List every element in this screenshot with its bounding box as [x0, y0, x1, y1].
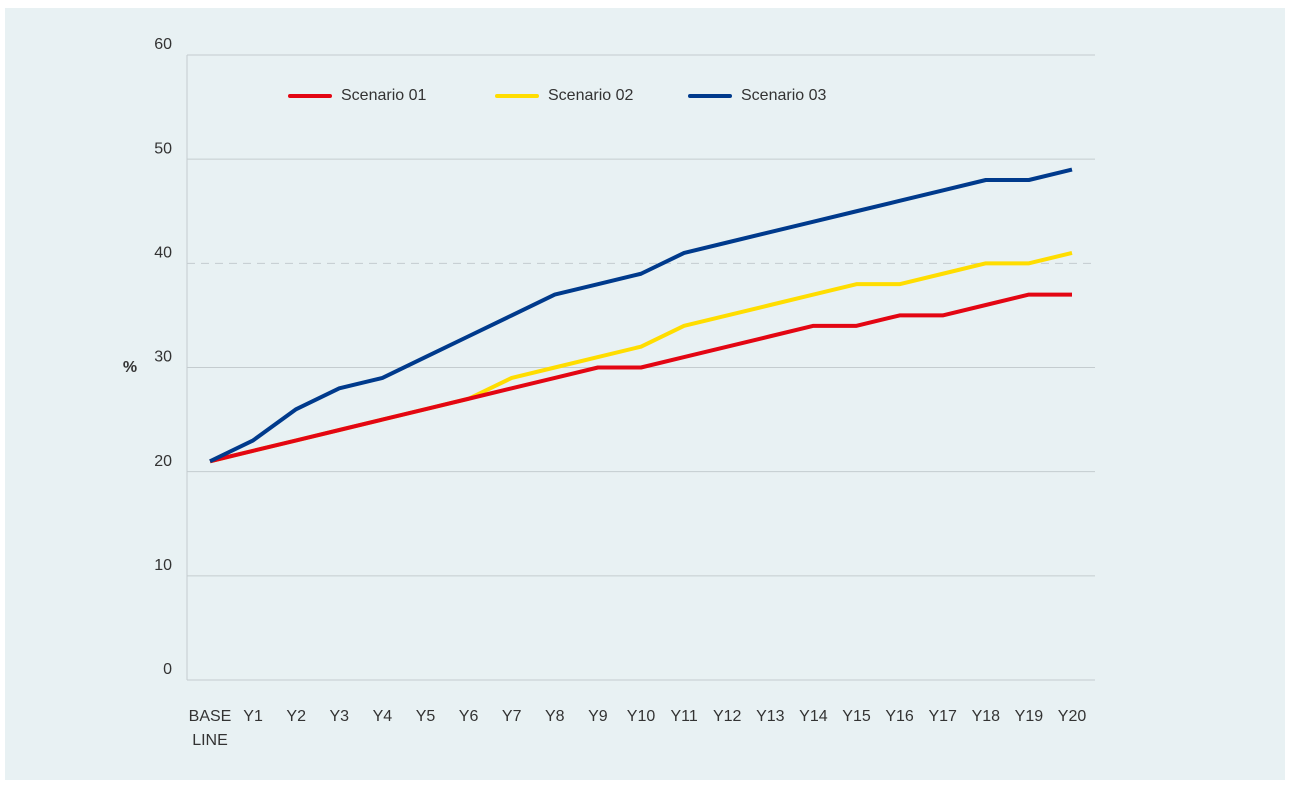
x-tick-label: Y4 — [372, 708, 393, 725]
y-tick-label: 30 — [154, 349, 172, 366]
y-tick-label: 50 — [154, 140, 172, 157]
x-tick-label: Y20 — [1057, 708, 1087, 725]
x-tick-label: Y11 — [670, 708, 698, 725]
y-axis-label: % — [123, 359, 137, 376]
y-tick-label: 40 — [154, 245, 172, 262]
x-tick-label: Y3 — [329, 708, 350, 725]
series-line — [209, 167, 1073, 464]
x-tick-label: Y18 — [971, 708, 1001, 725]
x-tick-label: Y6 — [458, 708, 479, 725]
legend-label: Scenario 03 — [741, 87, 826, 104]
y-tick-label: 60 — [154, 36, 172, 53]
x-tick-label: Y1 — [243, 708, 263, 725]
x-tick-label: Y19 — [1014, 708, 1044, 725]
y-tick-label: 10 — [154, 557, 172, 574]
x-tick-label: Y17 — [928, 708, 957, 725]
x-tick-label: Y12 — [712, 708, 742, 725]
y-tick-label: 0 — [163, 661, 172, 678]
x-tick-label: BASE LINE — [188, 708, 232, 749]
chart-panel — [5, 8, 1285, 780]
x-tick-label: Y16 — [885, 708, 914, 725]
series-line — [209, 292, 1072, 464]
x-tick-label: Y5 — [415, 708, 436, 725]
legend-label: Scenario 01 — [341, 87, 426, 104]
x-tick-label: Y10 — [626, 708, 656, 725]
legend-label: Scenario 02 — [548, 87, 633, 104]
x-tick-label: Y15 — [842, 708, 871, 725]
x-tick-label: Y13 — [756, 708, 785, 725]
y-tick-label: 20 — [154, 453, 172, 470]
x-tick-label: Y2 — [286, 708, 306, 725]
x-tick-label: Y9 — [588, 708, 608, 725]
x-tick-label: Y8 — [545, 708, 565, 725]
x-tick-label: Y7 — [501, 708, 522, 725]
x-tick-label: Y14 — [799, 708, 828, 725]
